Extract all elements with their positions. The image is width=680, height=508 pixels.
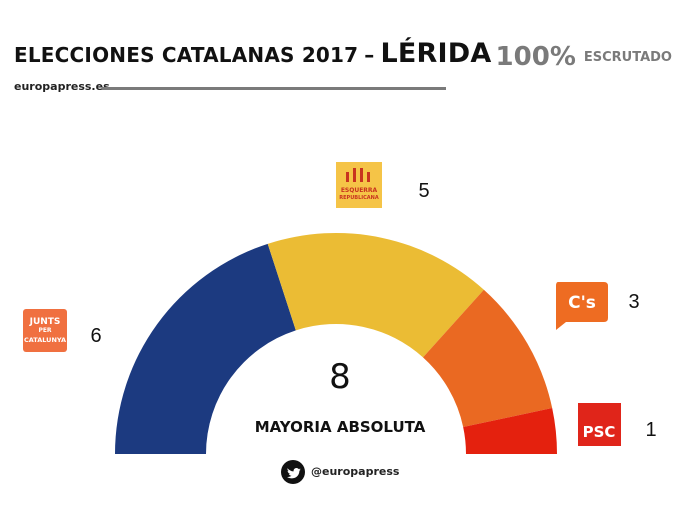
seat-segment-2 bbox=[267, 233, 484, 358]
psc-logo-box bbox=[578, 403, 621, 446]
title-dash: – bbox=[364, 43, 375, 67]
twitter-bird-glyph bbox=[287, 468, 301, 479]
brand-name: europapress.es bbox=[14, 80, 110, 93]
title-text: ELECCIONES CATALANAS 2017 bbox=[14, 43, 359, 67]
scrutiny-label: ESCRUTADO bbox=[583, 50, 672, 65]
seat-count-erc: 5 bbox=[418, 180, 429, 202]
junts-logo-text-2: CATALUNYA bbox=[24, 336, 66, 344]
seat-count-cs: 3 bbox=[628, 291, 639, 313]
twitter-handle[interactable]: @europapress bbox=[311, 465, 400, 478]
psc-logo-text: PSC bbox=[583, 423, 616, 441]
erc-logo-stripe-2 bbox=[353, 168, 356, 182]
brand-divider bbox=[102, 87, 446, 90]
title-city: LÉRIDA bbox=[380, 38, 492, 69]
majority-seats-value: 8 bbox=[329, 357, 351, 397]
seat-segment-3 bbox=[422, 289, 553, 427]
psc-logo-icon: PSC bbox=[578, 403, 621, 446]
cs-logo-icon: C's bbox=[556, 282, 608, 330]
erc-logo-text-2: REPUBLICANA bbox=[339, 195, 379, 201]
erc-logo-box bbox=[336, 162, 382, 208]
erc-logo-stripe-4 bbox=[367, 172, 370, 182]
junts-logo-box bbox=[23, 309, 67, 352]
twitter-bird-icon[interactable] bbox=[281, 460, 305, 484]
junts-logo-text-per: PER bbox=[38, 327, 51, 334]
cs-logo-text: C's bbox=[568, 293, 596, 313]
brand-row: europapress.es bbox=[14, 80, 446, 94]
erc-logo-text-1: ESQUERRA bbox=[341, 187, 378, 194]
erc-logo-stripe-1 bbox=[346, 172, 349, 182]
seat-count-psc: 1 bbox=[645, 419, 656, 441]
seat-segments bbox=[115, 233, 557, 454]
seat-count-junts: 6 bbox=[90, 325, 101, 347]
majority-label: MAYORIA ABSOLUTA bbox=[255, 418, 426, 436]
seat-segment-4 bbox=[463, 408, 557, 454]
scrutiny-status: 100% ESCRUTADO bbox=[496, 44, 672, 70]
page-title: ELECCIONES CATALANAS 2017– LÉRIDA bbox=[14, 40, 491, 67]
scrutiny-percent: 100% bbox=[495, 42, 576, 72]
seat-segment-1 bbox=[115, 243, 296, 454]
junts-logo-text-1: JUNTS bbox=[29, 317, 61, 327]
cs-logo-bubble bbox=[556, 282, 608, 330]
erc-logo-stripe-3 bbox=[360, 168, 363, 182]
